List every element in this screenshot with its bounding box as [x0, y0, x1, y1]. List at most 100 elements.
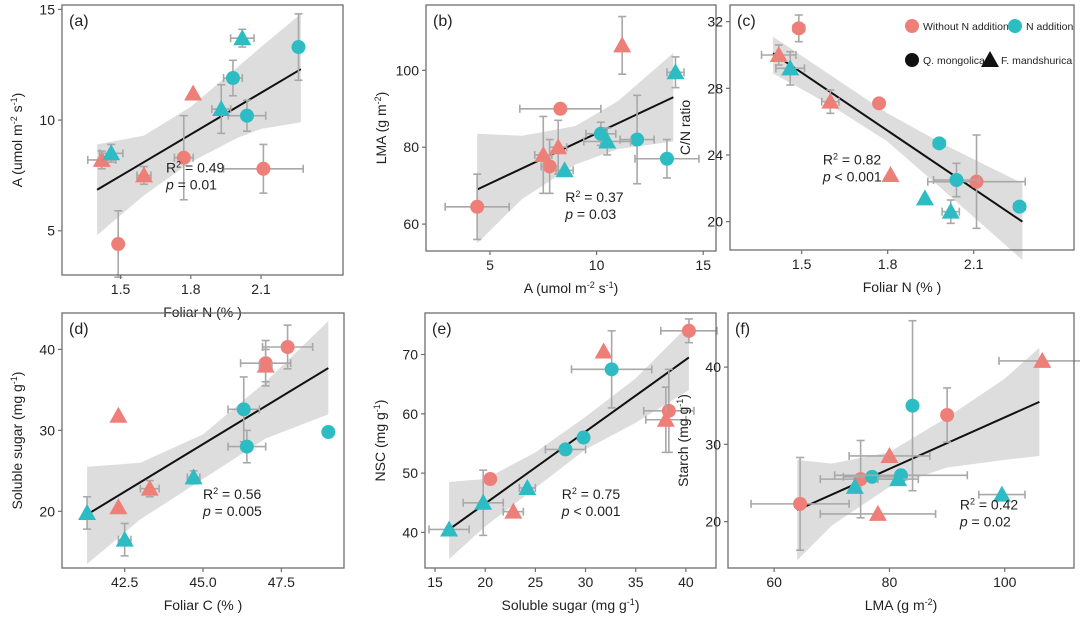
data-point	[534, 145, 553, 162]
data-point	[109, 406, 128, 423]
y-tick-label: 80	[403, 139, 419, 155]
data-point	[102, 144, 121, 161]
data-point	[666, 63, 685, 80]
regression-line	[86, 367, 329, 516]
data-point	[109, 498, 128, 515]
data-point	[845, 477, 864, 494]
legend-q-mongolica-marker	[905, 53, 919, 67]
y-tick-label: 15	[39, 1, 55, 17]
y-tick-label: 100	[396, 62, 420, 78]
y-tick-label: 32	[707, 14, 723, 30]
legend-q-mongolica-label: Q. mongolica	[923, 55, 985, 67]
x-tick-label: 1.8	[878, 256, 898, 272]
p-value-label: p < 0.001	[822, 168, 882, 184]
x-tick-label: 15	[695, 257, 711, 273]
data-point	[256, 356, 275, 373]
data-point	[793, 496, 808, 511]
r-squared-label: R2 = 0.49	[166, 159, 225, 175]
p-value-label: p = 0.005	[202, 503, 262, 519]
legend-f-mandshurica-label: F. mandshurica	[1001, 55, 1072, 67]
panel-5: 60 80 100 20 30 40 (f) R2 = 0.42p = 0.02 LMA (g …	[675, 312, 1080, 613]
plot-frame	[425, 4, 717, 252]
data-point	[236, 402, 251, 417]
y-tick-label: 20	[707, 214, 723, 230]
data-point	[1012, 199, 1027, 214]
y-tick-label: 5	[47, 223, 55, 239]
x-tick-label: 10	[589, 257, 605, 273]
data-point	[92, 150, 111, 167]
x-tick-label: 100	[993, 574, 1017, 590]
data-point	[555, 161, 574, 178]
r-squared-label: R2 = 0.56	[203, 486, 262, 502]
data-point	[868, 504, 887, 521]
data-point	[549, 138, 568, 155]
x-tick-label: 80	[882, 574, 898, 590]
y-axis-label: Soluble sugar (mg g-1)	[9, 372, 25, 510]
panel-letter: (e)	[432, 321, 452, 338]
y-tick-label: 60	[403, 216, 419, 232]
panel-4: 15 20 25 30 35 40 40 50 60 70 (e) R2 = 0.75p < 0.00…	[372, 312, 718, 613]
data-point	[474, 493, 493, 510]
y-axis-label: NSC (mg g-1)	[372, 400, 388, 482]
y-axis-label: A (umol m-2 s-1)	[9, 93, 25, 188]
x-tick-label: 35	[628, 574, 644, 590]
legend-n-addition-marker	[1008, 19, 1022, 33]
p-value-label: p < 0.001	[561, 503, 621, 519]
data-point	[889, 470, 908, 487]
data-point	[594, 342, 613, 359]
panel-letter: (f)	[735, 321, 750, 338]
y-tick-label: 20	[705, 514, 721, 530]
x-tick-label: 45.0	[189, 574, 216, 590]
data-point	[880, 446, 899, 463]
panel-2: 1.5 1.8 2.1 20 24 28 32 (c) R2 = 0.82p < 0.001 Fo…	[677, 4, 1075, 295]
legend: Without N addition N addition Q. mongolica…	[905, 19, 1073, 67]
x-axis-label: A (umol m-2 s-1)	[524, 280, 619, 296]
plot-frame	[61, 4, 344, 276]
y-tick-label: 30	[705, 436, 721, 452]
data-point	[553, 101, 568, 116]
data-point	[872, 96, 887, 111]
data-point	[656, 410, 675, 427]
y-tick-label: 40	[39, 341, 55, 357]
data-point	[280, 340, 295, 354]
confidence-band	[97, 13, 301, 236]
data-point	[518, 478, 537, 495]
confidence-band	[797, 347, 1040, 561]
data-point	[781, 59, 800, 76]
panel-letter: (b)	[433, 13, 453, 30]
data-point	[613, 36, 632, 53]
x-tick-label: 2.1	[964, 256, 984, 272]
data-point	[239, 439, 254, 454]
y-tick-label: 28	[707, 80, 723, 96]
data-point	[111, 237, 126, 252]
data-point	[821, 92, 840, 109]
x-tick-label: 20	[477, 574, 493, 590]
data-point	[915, 189, 934, 206]
data-point	[78, 503, 97, 520]
x-tick-label: 30	[578, 574, 594, 590]
panel-letter: (d)	[69, 321, 89, 338]
data-point	[212, 100, 231, 117]
data-point	[558, 442, 573, 457]
data-point	[184, 468, 203, 485]
data-point	[115, 530, 134, 547]
y-tick-label: 60	[402, 406, 418, 422]
data-point	[504, 502, 523, 519]
data-point	[134, 166, 153, 183]
p-value-label: p = 0.02	[959, 513, 1011, 529]
r-squared-label: R2 = 0.37	[565, 189, 624, 205]
x-tick-label: 1.5	[792, 256, 812, 272]
confidence-band	[449, 324, 689, 560]
panel-0: 1.5 1.8 2.1 5 10 15 (a) R2 = 0.49p = 0.01 Foliar…	[9, 1, 344, 320]
r-squared-label: R2 = 0.42	[960, 496, 1019, 512]
confidence-band	[773, 36, 1023, 260]
data-point	[1033, 351, 1052, 368]
x-tick-label: 47.5	[268, 574, 295, 590]
y-axis-label: C/N ratio	[677, 100, 693, 155]
panel-letter: (a)	[69, 13, 89, 30]
data-point	[932, 136, 947, 151]
data-point	[969, 174, 984, 189]
confidence-band	[87, 321, 329, 564]
data-point	[321, 425, 336, 439]
